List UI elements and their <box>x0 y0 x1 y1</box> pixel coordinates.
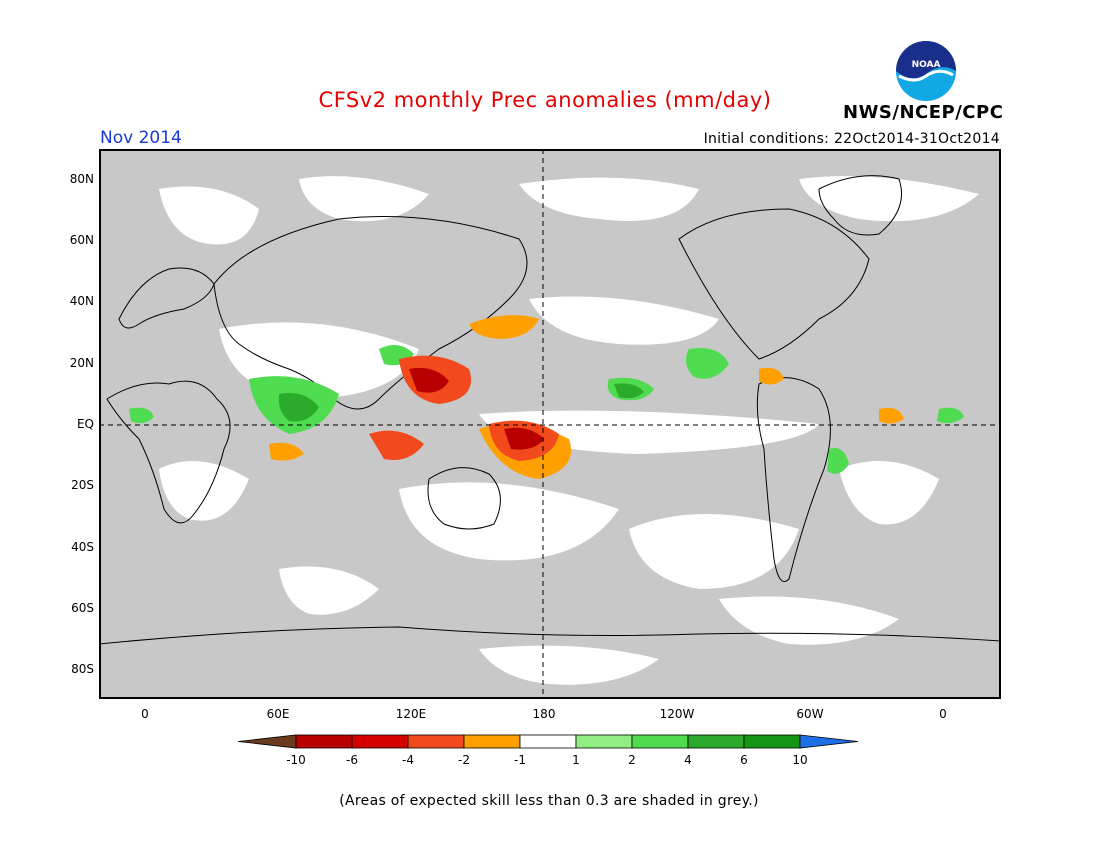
colorbar-tick-label: -2 <box>458 753 470 767</box>
colorbar-tick-label: 6 <box>740 753 748 767</box>
continent-africa <box>106 380 231 524</box>
lon-label: 120W <box>659 707 695 721</box>
lon-label: 0 <box>939 707 947 721</box>
lon-label: 0 <box>141 707 149 721</box>
colorbar-box <box>743 734 801 749</box>
colorbar-box <box>295 734 353 749</box>
colorbar: -10 -6 -4 -2 -1 1 2 4 6 10 <box>238 734 859 767</box>
lat-label: 80N <box>69 172 94 186</box>
lat-label: 20N <box>69 356 94 370</box>
skill-footnote: (Areas of expected skill less than 0.3 a… <box>339 793 759 809</box>
colorbar-tick-label: -6 <box>346 753 358 767</box>
agency-label: NWS/NCEP/CPC <box>843 102 1004 123</box>
colorbar-box <box>407 734 465 749</box>
anomaly-wet-strong <box>278 383 644 422</box>
colorbar-tick-label: -10 <box>286 753 306 767</box>
precip-anomaly-map <box>99 149 1001 699</box>
continent-outlines <box>99 175 1001 645</box>
colorbar-tick-label: -4 <box>402 753 414 767</box>
lat-label: EQ <box>76 417 94 431</box>
lat-label: 60S <box>71 601 94 615</box>
map-frame <box>99 149 1001 699</box>
colorbar-box <box>463 734 521 749</box>
continent-europe <box>118 267 215 329</box>
colorbar-tick-label: 2 <box>628 753 636 767</box>
lon-label: 120E <box>395 707 427 721</box>
logo-text: NOAA <box>912 60 941 70</box>
continent-south-america <box>756 377 831 582</box>
colorbar-arrow-low <box>238 734 297 749</box>
lon-label: 60W <box>796 707 824 721</box>
colorbar-tick-label: -1 <box>514 753 526 767</box>
colorbar-box <box>575 734 633 749</box>
lat-label: 20S <box>71 478 94 492</box>
colorbar-box <box>687 734 745 749</box>
colorbar-box <box>351 734 409 749</box>
continent-asia <box>213 216 528 410</box>
initial-conditions: Initial conditions: 22Oct2014-31Oct2014 <box>703 131 1000 147</box>
colorbar-tick-label: 4 <box>684 753 692 767</box>
lat-label: 60N <box>69 233 94 247</box>
anomaly-dry-extreme <box>409 367 544 450</box>
colorbar-box <box>519 734 577 749</box>
skill-areas <box>159 176 979 685</box>
continent-antarctica <box>99 626 1001 645</box>
colorbar-arrow-high <box>799 734 859 749</box>
colorbar-tick-label: 1 <box>572 753 580 767</box>
continent-greenland <box>818 175 902 236</box>
chart-title: CFSv2 monthly Prec anomalies (mm/day) <box>318 88 772 112</box>
lat-label: 80S <box>71 662 94 676</box>
colorbar-box <box>631 734 689 749</box>
continent-australia <box>427 467 501 530</box>
lon-label: 180 <box>532 707 556 721</box>
lat-label: 40S <box>71 540 94 554</box>
lon-label: 60E <box>266 707 290 721</box>
forecast-month: Nov 2014 <box>100 128 182 148</box>
colorbar-tick-label: 10 <box>792 753 807 767</box>
lat-label: 40N <box>69 294 94 308</box>
continent-north-america <box>678 208 870 360</box>
noaa-logo: NOAA <box>896 41 956 101</box>
